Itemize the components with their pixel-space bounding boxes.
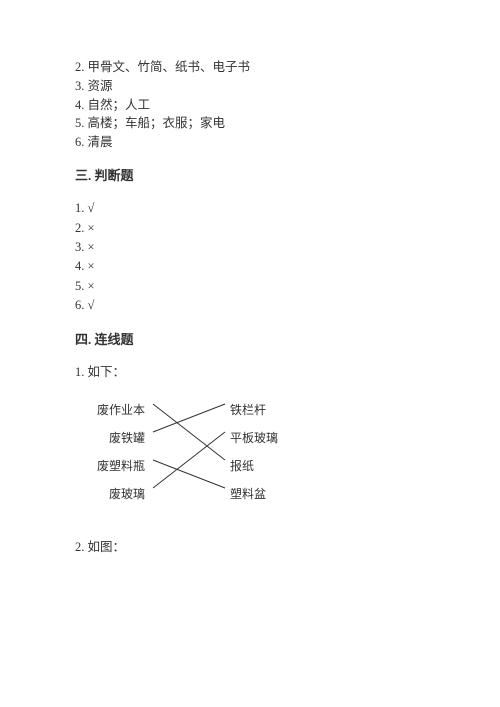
matching-left-column: 废作业本 废铁罐 废塑料瓶 废玻璃	[97, 396, 145, 508]
item-text: 甲骨文、竹简、纸书、电子书	[88, 60, 251, 74]
judgment-item: 2. ×	[75, 219, 425, 238]
judgment-item: 4. ×	[75, 257, 425, 276]
page: 2. 甲骨文、竹简、纸书、电子书 3. 资源 4. 自然；人工 5. 高楼；车船…	[0, 0, 500, 557]
matching-1-intro: 1. 如下：	[75, 363, 425, 382]
judgment-list: 1. √ 2. × 3. × 4. × 5. × 6. √	[75, 199, 425, 315]
matching-left-item: 废玻璃	[97, 480, 145, 508]
matching-left-item: 废铁罐	[97, 424, 145, 452]
item-mark: ×	[88, 221, 95, 235]
judgment-item: 6. √	[75, 296, 425, 315]
matching-right-item: 报纸	[230, 452, 278, 480]
section-3-title: 三. 判断题	[75, 166, 425, 186]
list-item: 4. 自然；人工	[75, 96, 425, 115]
item-number: 6.	[75, 298, 84, 312]
matching-left-item: 废作业本	[97, 396, 145, 424]
matching-left-item: 废塑料瓶	[97, 452, 145, 480]
judgment-item: 5. ×	[75, 277, 425, 296]
item-number: 4.	[75, 98, 84, 112]
item-text: 自然；人工	[88, 98, 151, 112]
item-text: 资源	[88, 79, 113, 93]
matching-right-item: 塑料盆	[230, 480, 278, 508]
item-text: 高楼；车船；衣服；家电	[88, 116, 226, 130]
item-number: 3.	[75, 79, 84, 93]
matching-diagram: 废作业本 废铁罐 废塑料瓶 废玻璃 铁栏杆 平板玻璃 报纸 塑料盆	[75, 390, 315, 520]
matching-2-intro: 2. 如图：	[75, 538, 425, 557]
section-4-title: 四. 连线题	[75, 330, 425, 350]
item-number: 4.	[75, 259, 84, 273]
item-number: 3.	[75, 240, 84, 254]
list-item: 6. 清晨	[75, 133, 425, 152]
item-mark: √	[88, 298, 95, 312]
list-item: 2. 甲骨文、竹简、纸书、电子书	[75, 58, 425, 77]
item-mark: ×	[88, 279, 95, 293]
item-mark: √	[88, 201, 95, 215]
matching-right-item: 铁栏杆	[230, 396, 278, 424]
judgment-item: 3. ×	[75, 238, 425, 257]
item-mark: ×	[88, 259, 95, 273]
matching-right-item: 平板玻璃	[230, 424, 278, 452]
item-number: 6.	[75, 135, 84, 149]
item-mark: ×	[88, 240, 95, 254]
list-item: 5. 高楼；车船；衣服；家电	[75, 114, 425, 133]
item-number: 2.	[75, 221, 84, 235]
answers-numbered-list: 2. 甲骨文、竹简、纸书、电子书 3. 资源 4. 自然；人工 5. 高楼；车船…	[75, 58, 425, 152]
item-number: 5.	[75, 116, 84, 130]
judgment-item: 1. √	[75, 199, 425, 218]
item-number: 5.	[75, 279, 84, 293]
item-number: 1.	[75, 201, 84, 215]
list-item: 3. 资源	[75, 77, 425, 96]
item-text: 清晨	[88, 135, 113, 149]
item-number: 2.	[75, 60, 84, 74]
matching-right-column: 铁栏杆 平板玻璃 报纸 塑料盆	[230, 396, 278, 508]
